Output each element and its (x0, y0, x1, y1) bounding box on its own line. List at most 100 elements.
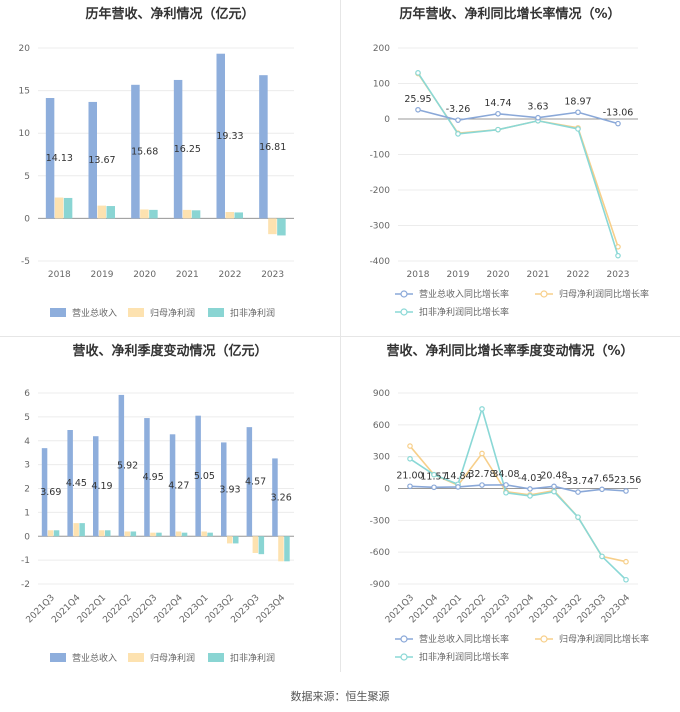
data-point (615, 120, 621, 127)
data-label: 4.45 (66, 478, 87, 489)
deducted-profit-bar (207, 532, 213, 537)
x-tick-label: 2019 (447, 270, 470, 280)
legend-swatch (208, 308, 224, 317)
y-tick-label: -900 (370, 580, 391, 590)
deducted-profit-bar (181, 532, 188, 537)
legend-swatch (128, 308, 144, 317)
revenue-growth-line (409, 484, 627, 493)
data-label: 3.63 (527, 102, 548, 113)
data-label: -23.56 (611, 475, 642, 486)
revenue-bar (173, 79, 183, 219)
annual-growth-rate-chart: 历年营收、净利同比增长率情况（%） 200 100 0 -100 -200 -300 -400… (370, 6, 649, 318)
chart-title: 营收、净利季度变动情况（亿元） (72, 343, 267, 359)
y-tick-label: 600 (373, 421, 390, 431)
legend-label: 归母净利润同比增长率 (559, 288, 649, 300)
x-tick-label: 2020 (487, 270, 510, 280)
legend-marker (400, 290, 408, 298)
data-point (575, 514, 581, 520)
legend-label: 扣非净利润同比增长率 (419, 306, 509, 318)
data-point (575, 126, 581, 132)
net-profit-bar (268, 218, 277, 235)
legend-label: 营业总收入同比增长率 (419, 288, 509, 300)
data-point (623, 576, 629, 583)
data-point (479, 482, 485, 488)
revenue-growth-line (417, 109, 619, 125)
data-point (431, 471, 437, 478)
legend-marker (540, 290, 548, 298)
x-tick-label: 2023 (607, 270, 630, 280)
y-tick-label: 0 (384, 115, 390, 125)
data-label: 11.57 (420, 471, 447, 482)
x-tick-label: 2018 (407, 270, 430, 280)
net-profit-bar (99, 530, 105, 537)
net-profit-bar (47, 530, 54, 537)
net-profit-bar (54, 197, 64, 219)
deducted-profit-bar (105, 530, 111, 537)
data-point (455, 484, 461, 490)
y-tick-label: 2 (24, 485, 30, 495)
y-tick-label: 15 (19, 87, 30, 97)
data-point (599, 553, 605, 560)
data-label: 32.78 (468, 469, 495, 480)
data-point (479, 406, 485, 412)
data-label: 5.05 (194, 471, 215, 482)
y-tick-label: -400 (370, 257, 391, 267)
legend-label: 营业总收入 (72, 307, 117, 319)
data-point (527, 493, 533, 499)
x-tick-label: 2022 (567, 270, 590, 280)
revenue-bar (88, 101, 97, 219)
data-point (599, 486, 605, 493)
data-point (551, 483, 557, 490)
x-tick-label: 2023 (261, 270, 284, 280)
data-label: 4.95 (143, 472, 164, 483)
data-label: -33.74 (563, 476, 594, 487)
data-label: -3.26 (446, 104, 471, 115)
net-profit-bar (97, 205, 106, 219)
y-tick-label: 200 (373, 44, 390, 54)
data-source-note: 数据来源：恒生聚源 (290, 690, 390, 703)
net-profit-bar (175, 531, 182, 537)
data-label: 4.19 (91, 481, 112, 492)
revenue-bar (45, 98, 55, 219)
deducted-profit-bar (156, 532, 162, 537)
y-tick-label: 4 (24, 437, 30, 447)
data-label: 13.67 (88, 155, 115, 166)
data-label: 14.13 (46, 153, 73, 164)
data-label: -13.06 (603, 108, 634, 119)
legend-label: 扣非净利润同比增长率 (419, 651, 509, 663)
deducted-profit-bar (191, 210, 201, 219)
data-point (495, 110, 501, 117)
deducted-profit-bar (149, 209, 158, 219)
data-label: 4.57 (245, 477, 266, 488)
legend-label: 归母净利润 (150, 652, 195, 664)
data-point (575, 489, 581, 495)
data-label: 19.33 (216, 131, 243, 142)
y-tick-label: 900 (373, 389, 390, 399)
revenue-bar (131, 84, 140, 219)
data-label: 5.92 (117, 461, 138, 472)
data-label: 16.81 (259, 142, 286, 153)
data-point (431, 484, 437, 491)
y-tick-label: 20 (19, 44, 31, 54)
data-label: 3.69 (40, 487, 61, 498)
data-point (415, 70, 421, 76)
net-profit-bar (140, 209, 149, 219)
data-point (407, 483, 413, 490)
net-profit-bar (278, 536, 284, 562)
chart-title: 历年营收、净利情况（亿元） (85, 6, 254, 22)
net-profit-bar (124, 531, 131, 537)
data-point (479, 450, 485, 457)
revenue-bar (221, 442, 227, 537)
deducted-profit-bar (258, 536, 265, 555)
data-point (495, 126, 501, 133)
data-point (503, 482, 509, 488)
y-tick-label: 0 (24, 214, 30, 224)
data-point (535, 114, 541, 121)
data-label: 18.97 (564, 96, 591, 107)
legend-marker (400, 635, 408, 643)
revenue-bar (259, 75, 268, 219)
legend-marker (400, 308, 408, 316)
legend-label: 扣非净利润 (230, 652, 275, 664)
y-tick-label: -300 (370, 222, 391, 232)
legend-swatch (50, 308, 66, 317)
